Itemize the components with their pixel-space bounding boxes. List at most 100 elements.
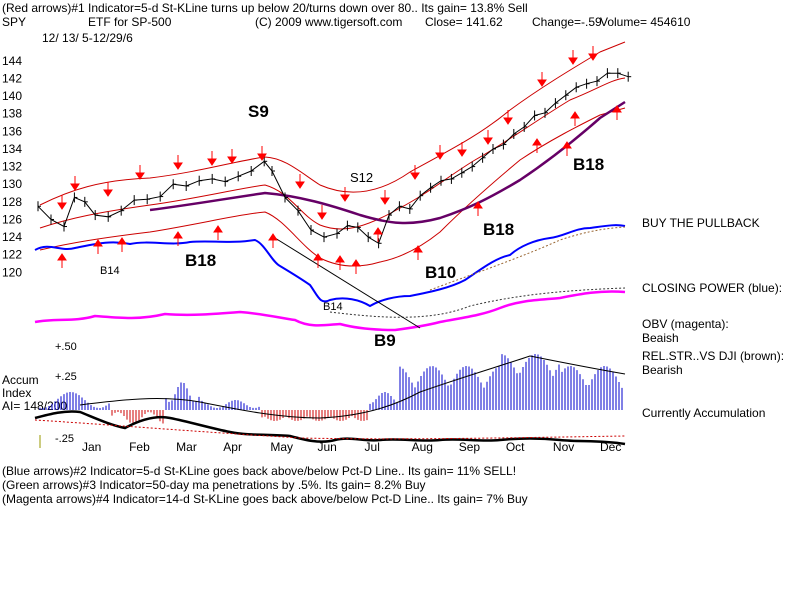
signal-b14-b: B14 bbox=[323, 301, 343, 313]
header-date-range: 12/ 13/ 5-12/29/6 bbox=[42, 31, 133, 45]
sell-arrow bbox=[380, 190, 390, 205]
sell-arrow bbox=[410, 165, 420, 180]
relstr-ma-line bbox=[34, 419, 626, 440]
y-tick-label: 122 bbox=[2, 248, 22, 262]
y-tick-label: 144 bbox=[2, 54, 22, 68]
label-closing-power: CLOSING POWER (blue): bbox=[642, 281, 782, 295]
lower-band-line bbox=[39, 107, 626, 267]
month-label: Oct bbox=[506, 440, 525, 454]
downtrend-line bbox=[274, 237, 421, 329]
buy-arrow bbox=[313, 253, 323, 268]
sell-arrow bbox=[207, 151, 217, 166]
label-accum-status: Currently Accumulation bbox=[642, 406, 765, 420]
sell-arrow bbox=[537, 72, 547, 87]
buy-arrow bbox=[413, 245, 423, 260]
sell-arrow bbox=[57, 195, 67, 210]
sell-arrow bbox=[257, 146, 267, 161]
buy-arrow bbox=[570, 111, 580, 126]
buy-arrow bbox=[57, 253, 67, 268]
month-label: Jul bbox=[365, 440, 380, 454]
sell-arrow bbox=[173, 155, 183, 170]
upper-band-line bbox=[39, 41, 626, 206]
signal-b18-left: B18 bbox=[185, 251, 216, 270]
buy-arrow bbox=[351, 259, 361, 274]
accum-ai-value: AI= 148/200 bbox=[2, 399, 67, 413]
sell-arrow bbox=[227, 149, 237, 164]
signal-b18-right: B18 bbox=[573, 155, 604, 174]
month-label: Aug bbox=[412, 440, 433, 454]
footer-indicator-3: (Green arrows)#3 Indicator=50-day ma pen… bbox=[2, 478, 426, 492]
y-tick-label: 130 bbox=[2, 177, 22, 191]
header-close: Close= 141.62 bbox=[425, 15, 503, 29]
y-tick-label: 134 bbox=[2, 142, 22, 156]
accum-tick-top: +.50 bbox=[55, 341, 77, 353]
sell-arrow bbox=[457, 142, 467, 157]
month-label: Jan bbox=[82, 440, 101, 454]
label-obv-title: OBV (magenta): bbox=[642, 317, 729, 331]
signal-s12: S12 bbox=[350, 170, 373, 185]
label-relstr-title: REL.STR..VS DJI (brown): bbox=[642, 349, 784, 363]
accum-ma-line bbox=[79, 355, 626, 419]
y-tick-label: 138 bbox=[2, 107, 22, 121]
month-label: May bbox=[270, 440, 293, 454]
accum-title-1: Accum bbox=[2, 373, 39, 387]
label-buy-pullback: BUY THE PULLBACK bbox=[642, 216, 760, 230]
ma50-line bbox=[149, 100, 626, 225]
sell-arrow bbox=[435, 145, 445, 160]
buy-arrow bbox=[268, 233, 278, 248]
sell-arrow bbox=[70, 176, 80, 191]
signal-b18-mid: B18 bbox=[483, 220, 514, 239]
sell-arrow bbox=[317, 205, 327, 220]
footer-indicator-4: (Magenta arrows)#4 Indicator=14-d St-KLi… bbox=[2, 492, 528, 506]
signal-b10: B10 bbox=[425, 263, 456, 282]
header-description: ETF for SP-500 bbox=[88, 15, 172, 29]
sell-arrow bbox=[503, 110, 513, 125]
header-volume: Volume= 454610 bbox=[600, 15, 691, 29]
sell-arrow bbox=[588, 46, 598, 61]
closing-power-line bbox=[34, 224, 626, 308]
buy-arrow bbox=[93, 239, 103, 254]
signal-s9: S9 bbox=[248, 102, 269, 121]
buy-arrow bbox=[373, 227, 383, 242]
obv-line bbox=[34, 290, 626, 332]
buy-arrow bbox=[473, 201, 483, 216]
header-copyright: (C) 2009 www.tigersoft.com bbox=[255, 15, 402, 29]
y-tick-label: 128 bbox=[2, 195, 22, 209]
accum-title-2: Index bbox=[2, 386, 31, 400]
sell-arrow bbox=[483, 130, 493, 145]
month-label: Mar bbox=[176, 440, 197, 454]
relstr-line bbox=[34, 410, 626, 446]
month-label: Jun bbox=[317, 440, 336, 454]
accum-histogram bbox=[39, 354, 623, 424]
buy-arrow bbox=[173, 231, 183, 246]
y-axis-ticks: 120 122 124 126 128 130 132 134 136 138 140 142 144 bbox=[2, 54, 22, 280]
price-line bbox=[37, 72, 629, 245]
accum-tick-bottom: -.25 bbox=[55, 433, 74, 445]
y-tick-label: 140 bbox=[2, 89, 22, 103]
footer-indicator-2: (Blue arrows)#2 Indicator=5-d St-KLine g… bbox=[2, 464, 517, 478]
buy-arrow bbox=[213, 225, 223, 240]
header-change: Change=-.59 bbox=[532, 15, 602, 29]
month-axis: Jan Feb Mar Apr May Jun Jul Aug Sep Oct Nov Dec bbox=[82, 440, 621, 454]
y-tick-label: 136 bbox=[2, 124, 22, 138]
buy-arrow bbox=[532, 138, 542, 153]
sell-arrow bbox=[568, 50, 578, 65]
month-label: Sep bbox=[459, 440, 481, 454]
y-tick-label: 124 bbox=[2, 230, 22, 244]
signal-b9: B9 bbox=[374, 331, 396, 350]
sell-arrow bbox=[295, 174, 305, 189]
y-tick-label: 126 bbox=[2, 212, 22, 226]
buy-arrow bbox=[335, 255, 345, 270]
buy-arrow bbox=[562, 141, 572, 156]
signal-b14-a: B14 bbox=[100, 265, 120, 277]
buy-arrows bbox=[57, 105, 622, 274]
price-bars bbox=[37, 68, 632, 249]
sell-arrow bbox=[340, 187, 350, 202]
obv-trend-line bbox=[329, 287, 626, 318]
month-label: Feb bbox=[129, 440, 150, 454]
sell-arrow bbox=[135, 165, 145, 180]
buy-arrow bbox=[117, 237, 127, 252]
month-label: Dec bbox=[600, 440, 621, 454]
